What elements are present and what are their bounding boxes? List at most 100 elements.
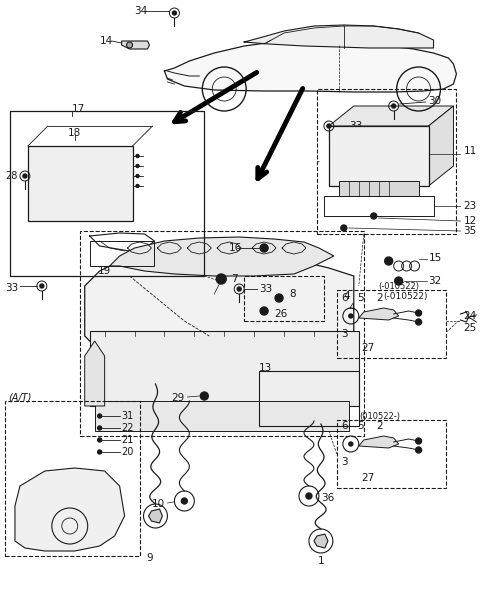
Text: 12: 12	[463, 216, 477, 226]
Text: 6: 6	[341, 293, 348, 303]
Circle shape	[275, 294, 283, 302]
Circle shape	[40, 284, 44, 288]
Polygon shape	[148, 509, 162, 523]
Text: 27: 27	[361, 343, 374, 353]
Bar	[90, 331, 359, 406]
Circle shape	[260, 307, 268, 315]
Circle shape	[97, 438, 102, 442]
Text: 22: 22	[121, 423, 134, 433]
Bar	[28, 146, 132, 221]
Text: 9: 9	[146, 553, 153, 563]
Text: 8: 8	[289, 289, 296, 299]
Circle shape	[416, 310, 421, 316]
Text: 26: 26	[274, 309, 288, 319]
Polygon shape	[359, 308, 399, 320]
Text: 21: 21	[121, 435, 134, 445]
Text: (-010522): (-010522)	[384, 291, 428, 301]
Text: 28: 28	[5, 171, 17, 181]
Text: 36: 36	[321, 493, 334, 503]
Text: (010522-): (010522-)	[359, 411, 400, 421]
Circle shape	[136, 155, 139, 158]
Text: 27: 27	[361, 473, 374, 483]
Text: 11: 11	[463, 146, 477, 156]
Circle shape	[237, 287, 241, 291]
Bar	[80, 231, 364, 436]
Bar	[95, 401, 349, 431]
Text: 33: 33	[5, 283, 18, 293]
Circle shape	[181, 498, 187, 504]
Polygon shape	[429, 106, 454, 186]
Text: 32: 32	[429, 276, 442, 286]
Text: 17: 17	[72, 104, 85, 114]
Text: 6: 6	[341, 421, 348, 431]
Text: 1: 1	[318, 556, 324, 566]
Circle shape	[172, 11, 177, 15]
Circle shape	[97, 450, 102, 454]
Text: 16: 16	[229, 243, 242, 253]
Circle shape	[327, 124, 331, 128]
Circle shape	[392, 104, 396, 108]
Polygon shape	[165, 40, 456, 92]
Text: 31: 31	[121, 411, 134, 421]
Text: 5: 5	[357, 293, 363, 303]
Text: 35: 35	[463, 226, 477, 236]
Circle shape	[416, 438, 421, 444]
Text: 14: 14	[100, 36, 113, 46]
Polygon shape	[121, 41, 149, 49]
Circle shape	[136, 164, 139, 168]
Bar	[10, 111, 204, 276]
Text: 25: 25	[463, 323, 477, 333]
Bar	[324, 196, 433, 216]
Circle shape	[416, 447, 421, 453]
Text: 29: 29	[171, 393, 184, 403]
Bar	[90, 241, 155, 266]
Text: 10: 10	[151, 499, 165, 509]
Text: 33: 33	[259, 284, 272, 294]
Polygon shape	[84, 254, 354, 361]
Circle shape	[341, 225, 347, 231]
Text: 2: 2	[377, 421, 384, 431]
Polygon shape	[314, 534, 328, 548]
Text: 3: 3	[341, 457, 348, 467]
Circle shape	[127, 42, 132, 48]
Circle shape	[136, 174, 139, 177]
Text: 2: 2	[377, 293, 384, 303]
Bar	[244, 276, 324, 321]
Text: 3: 3	[341, 329, 348, 339]
Bar	[5, 401, 140, 556]
Circle shape	[200, 392, 208, 400]
Circle shape	[371, 213, 377, 219]
Polygon shape	[329, 106, 454, 126]
Circle shape	[416, 319, 421, 325]
Text: 4: 4	[344, 291, 350, 301]
Polygon shape	[84, 341, 105, 406]
Bar	[337, 290, 446, 358]
Bar	[317, 89, 456, 234]
Circle shape	[216, 274, 226, 284]
Polygon shape	[109, 237, 334, 276]
Text: 23: 23	[463, 201, 477, 211]
Circle shape	[97, 414, 102, 418]
Text: 13: 13	[259, 363, 272, 373]
Text: 18: 18	[68, 128, 82, 138]
Circle shape	[384, 257, 393, 265]
Circle shape	[23, 174, 27, 178]
Circle shape	[349, 442, 353, 446]
Text: 5: 5	[357, 421, 363, 431]
Circle shape	[136, 185, 139, 187]
Text: (A/T): (A/T)	[8, 393, 31, 403]
Bar	[259, 371, 359, 426]
Text: 19: 19	[98, 266, 111, 276]
Text: 30: 30	[429, 96, 442, 106]
Text: 20: 20	[121, 447, 134, 457]
Bar	[339, 181, 419, 196]
Text: 7: 7	[231, 274, 238, 284]
Polygon shape	[359, 436, 399, 448]
Bar	[329, 126, 429, 186]
Polygon shape	[244, 25, 433, 48]
Text: 24: 24	[463, 311, 477, 321]
Text: 15: 15	[429, 253, 442, 263]
Circle shape	[349, 314, 353, 318]
Bar	[337, 420, 446, 488]
Circle shape	[97, 426, 102, 430]
